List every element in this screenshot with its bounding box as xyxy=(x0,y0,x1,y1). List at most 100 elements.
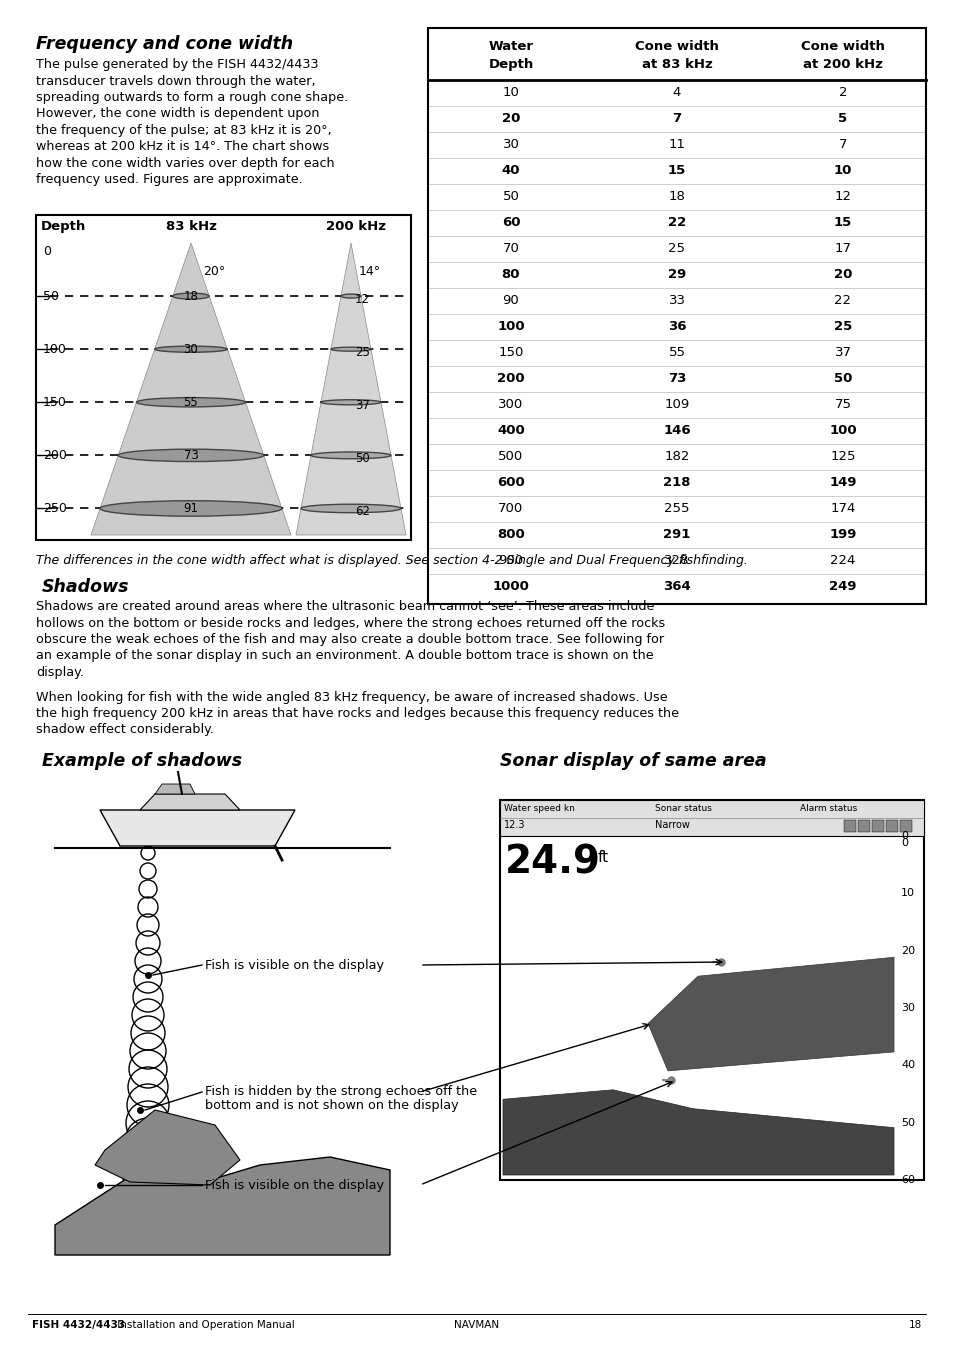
Text: 100: 100 xyxy=(497,321,524,334)
Text: 18: 18 xyxy=(183,290,198,303)
Text: 14°: 14° xyxy=(358,265,381,277)
Text: 50: 50 xyxy=(43,290,59,303)
Ellipse shape xyxy=(311,453,391,459)
Text: 12.3: 12.3 xyxy=(503,820,525,830)
Text: 600: 600 xyxy=(497,477,524,489)
Ellipse shape xyxy=(301,504,400,513)
Text: 18: 18 xyxy=(668,190,684,203)
Text: 250: 250 xyxy=(43,502,67,515)
Polygon shape xyxy=(140,793,240,810)
Text: 15: 15 xyxy=(833,217,851,229)
Text: 5: 5 xyxy=(838,113,846,125)
Text: 182: 182 xyxy=(663,450,689,463)
Text: Cone width: Cone width xyxy=(801,40,884,53)
Text: 70: 70 xyxy=(502,242,518,256)
Bar xyxy=(36,216,411,540)
Text: 20: 20 xyxy=(900,946,914,955)
Ellipse shape xyxy=(100,501,282,516)
Text: the frequency of the pulse; at 83 kHz it is 20°,: the frequency of the pulse; at 83 kHz it… xyxy=(36,124,332,137)
Text: Water speed kn: Water speed kn xyxy=(503,804,575,814)
Text: Narrow: Narrow xyxy=(655,820,689,830)
Text: 174: 174 xyxy=(829,502,855,516)
Text: 291: 291 xyxy=(662,528,690,541)
Text: 22: 22 xyxy=(667,217,685,229)
Text: 24.9: 24.9 xyxy=(504,845,600,882)
Text: Depth: Depth xyxy=(488,58,533,71)
Polygon shape xyxy=(295,242,406,535)
Text: 125: 125 xyxy=(829,450,855,463)
Text: 10: 10 xyxy=(833,164,851,178)
Text: 75: 75 xyxy=(834,399,851,411)
Text: 12: 12 xyxy=(834,190,851,203)
Text: FISH 4432/4433: FISH 4432/4433 xyxy=(32,1320,125,1329)
Text: 30: 30 xyxy=(900,1004,914,1013)
Text: 150: 150 xyxy=(43,396,67,408)
Bar xyxy=(885,820,897,832)
Text: 12: 12 xyxy=(355,294,370,306)
Text: 36: 36 xyxy=(667,321,685,334)
Text: 18: 18 xyxy=(908,1320,921,1329)
Text: 364: 364 xyxy=(662,581,690,594)
Text: how the cone width varies over depth for each: how the cone width varies over depth for… xyxy=(36,158,335,170)
Text: 700: 700 xyxy=(497,502,523,516)
Text: 37: 37 xyxy=(355,399,370,412)
Ellipse shape xyxy=(331,348,371,352)
Text: 800: 800 xyxy=(497,528,524,541)
Text: Depth: Depth xyxy=(41,220,86,233)
Text: hollows on the bottom or beside rocks and ledges, where the strong echoes return: hollows on the bottom or beside rocks an… xyxy=(36,617,664,629)
Ellipse shape xyxy=(320,400,380,405)
Text: 10: 10 xyxy=(502,86,518,100)
Text: 25: 25 xyxy=(668,242,685,256)
Text: 2: 2 xyxy=(838,86,846,100)
Text: 50: 50 xyxy=(502,190,518,203)
Polygon shape xyxy=(502,1090,893,1175)
Text: ft: ft xyxy=(598,850,608,865)
Text: 62: 62 xyxy=(355,505,370,519)
Text: 30: 30 xyxy=(183,342,198,356)
Text: 17: 17 xyxy=(834,242,851,256)
Text: 29: 29 xyxy=(667,268,685,282)
Text: whereas at 200 kHz it is 14°. The chart shows: whereas at 200 kHz it is 14°. The chart … xyxy=(36,140,329,154)
Text: 10: 10 xyxy=(900,888,914,898)
Text: 37: 37 xyxy=(834,346,851,360)
Text: 60: 60 xyxy=(900,1175,914,1185)
Text: 328: 328 xyxy=(663,555,689,567)
Polygon shape xyxy=(100,810,294,846)
Polygon shape xyxy=(91,242,291,535)
Text: When looking for fish with the wide angled 83 kHz frequency, be aware of increas: When looking for fish with the wide angl… xyxy=(36,691,667,703)
Bar xyxy=(871,820,883,832)
Text: Sonar status: Sonar status xyxy=(655,804,711,814)
Text: Fish is visible on the display: Fish is visible on the display xyxy=(205,1179,384,1192)
Text: 100: 100 xyxy=(828,424,856,438)
Text: transducer travels down through the water,: transducer travels down through the wate… xyxy=(36,74,315,88)
Text: Shadows are created around areas where the ultrasonic beam cannot ‘see’. These a: Shadows are created around areas where t… xyxy=(36,599,654,613)
Text: shadow effect considerably.: shadow effect considerably. xyxy=(36,723,213,737)
Text: frequency used. Figures are approximate.: frequency used. Figures are approximate. xyxy=(36,174,302,186)
Text: 255: 255 xyxy=(663,502,689,516)
Text: 25: 25 xyxy=(355,346,370,360)
Text: the high frequency 200 kHz in areas that have rocks and ledges because this freq: the high frequency 200 kHz in areas that… xyxy=(36,707,679,721)
Text: 20: 20 xyxy=(501,113,519,125)
Text: Sonar display of same area: Sonar display of same area xyxy=(499,752,766,770)
Text: 100: 100 xyxy=(43,342,67,356)
Text: Fish is hidden by the strong echoes off the: Fish is hidden by the strong echoes off … xyxy=(205,1086,476,1099)
Text: 40: 40 xyxy=(900,1060,914,1071)
Bar xyxy=(502,890,893,1175)
Bar xyxy=(857,820,869,832)
Polygon shape xyxy=(502,1065,893,1127)
Text: 0: 0 xyxy=(900,831,907,841)
Bar xyxy=(843,820,855,832)
Text: 224: 224 xyxy=(829,555,855,567)
Text: Shadows: Shadows xyxy=(42,578,130,595)
Text: at 83 kHz: at 83 kHz xyxy=(641,58,712,71)
Text: 0: 0 xyxy=(43,245,51,259)
Text: 22: 22 xyxy=(834,295,851,307)
Text: 300: 300 xyxy=(497,399,523,411)
Text: 40: 40 xyxy=(501,164,519,178)
Text: 50: 50 xyxy=(900,1118,914,1127)
Text: However, the cone width is dependent upon: However, the cone width is dependent upo… xyxy=(36,108,319,120)
Text: 109: 109 xyxy=(663,399,689,411)
Text: 150: 150 xyxy=(497,346,523,360)
Polygon shape xyxy=(55,1157,390,1255)
Text: 900: 900 xyxy=(497,555,523,567)
